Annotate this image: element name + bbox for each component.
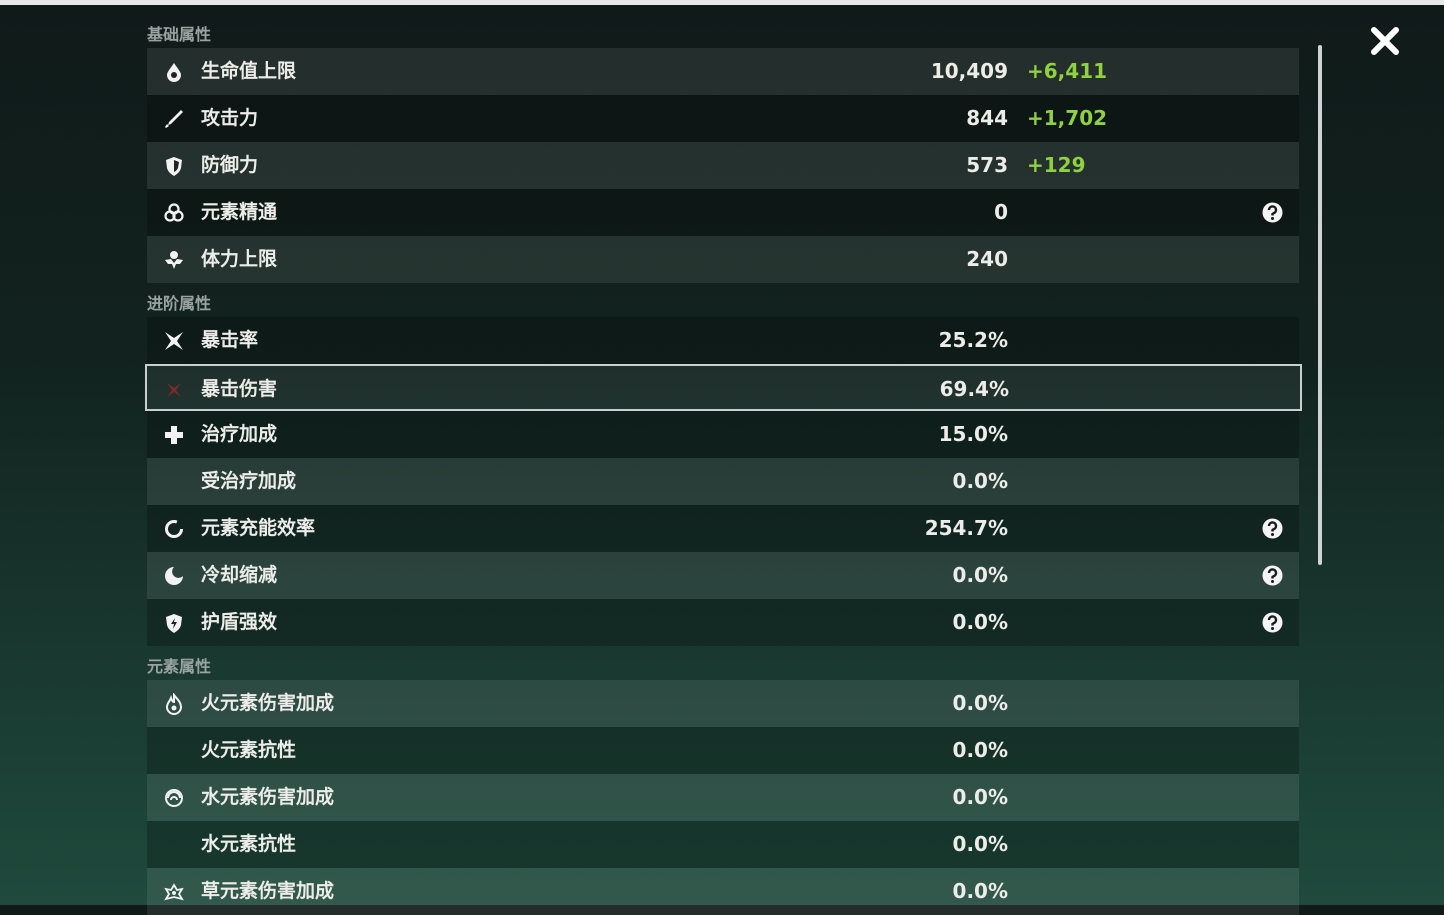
stat-label: 防御力 [201,154,259,176]
stat-icon [167,63,181,82]
stat-value: 0.0% [952,738,1008,762]
stat-value: 0.0% [952,563,1008,587]
help-icon[interactable] [1262,518,1283,539]
stat-row: 防御力 573 +129 [147,142,1299,189]
stat-row: 受治疗加成 0.0% [147,458,1299,505]
close-button[interactable] [1368,24,1402,58]
stat-icon [165,520,183,538]
stat-row: 冷却缩减 0.0% [147,552,1299,599]
stat-row: 水元素抗性 0.0% [147,821,1299,868]
stat-value: 0.0% [952,832,1008,856]
stat-label: 元素精通 [201,201,278,223]
stat-value: 69.4% [939,377,1009,401]
stat-icon [164,203,184,222]
section-title: 元素属性 [147,657,212,676]
stat-row: 火元素伤害加成 0.0% [147,680,1299,727]
stat-icon [165,567,183,585]
stat-label: 攻击力 [201,107,259,129]
stat-icon [165,693,183,715]
stat-icon [165,426,183,444]
stat-icon [165,789,183,807]
stat-row[interactable]: 暴击伤害 69.4% [145,364,1302,411]
stat-icon [165,251,183,269]
stat-label: 暴击率 [201,329,259,351]
help-icon[interactable] [1262,612,1283,633]
stat-bonus: +6,411 [1027,59,1108,83]
stat-value: 240 [966,247,1008,271]
stat-label: 受治疗加成 [201,470,297,492]
stat-icon [166,614,182,633]
stat-label: 暴击伤害 [201,378,278,400]
stat-row: 攻击力 844 +1,702 [147,95,1299,142]
stat-value: 254.7% [924,516,1008,540]
help-icon[interactable] [1262,565,1283,586]
stat-row: 元素精通 0 [147,189,1299,236]
stat-value: 0.0% [952,785,1008,809]
stat-icon [167,383,181,397]
stat-label: 草元素伤害加成 [201,880,335,902]
stat-value: 0.0% [952,469,1008,493]
stat-label: 水元素抗性 [201,833,297,855]
stat-row: 体力上限 240 [147,236,1299,283]
stat-label: 火元素伤害加成 [201,692,335,714]
stat-row: 暴击率 25.2% [147,317,1299,364]
stat-label: 冷却缩减 [201,564,278,586]
stat-value: 573 [966,153,1008,177]
section-title: 基础属性 [147,25,212,44]
stat-icon [164,883,184,901]
stat-bonus: +129 [1027,153,1086,177]
stat-label: 水元素伤害加成 [201,786,335,808]
stat-bonus: +1,702 [1027,106,1108,130]
stat-icon [165,332,183,350]
stat-row: 生命值上限 10,409 +6,411 [147,48,1299,95]
stat-row: 水元素伤害加成 0.0% [147,774,1299,821]
stat-value: 0.0% [952,610,1008,634]
section-title: 进阶属性 [147,294,212,313]
stat-label: 护盾强效 [201,611,278,633]
stat-label: 生命值上限 [201,60,297,82]
stat-row: 治疗加成 15.0% [147,411,1299,458]
stat-label: 体力上限 [201,248,278,270]
scrollbar[interactable] [1318,45,1322,565]
stat-label: 火元素抗性 [201,739,297,761]
stat-row: 元素充能效率 254.7% [147,505,1299,552]
stat-row: 护盾强效 0.0% [147,599,1299,646]
stat-row: 火元素抗性 0.0% [147,727,1299,774]
stat-value: 844 [966,106,1008,130]
stat-value: 0.0% [952,691,1008,715]
stat-label: 治疗加成 [201,423,278,445]
help-icon[interactable] [1262,202,1283,223]
stat-value: 15.0% [938,422,1008,446]
top-bar [0,0,1444,5]
stat-value: 25.2% [938,328,1008,352]
stat-icon [166,157,182,176]
stat-value: 0.0% [952,879,1008,903]
stat-icon [165,110,183,128]
stat-value: 0 [994,200,1008,224]
stat-row: 草元素伤害加成 0.0% [147,868,1299,915]
stat-label: 元素充能效率 [201,517,316,539]
stat-value: 10,409 [930,59,1008,83]
